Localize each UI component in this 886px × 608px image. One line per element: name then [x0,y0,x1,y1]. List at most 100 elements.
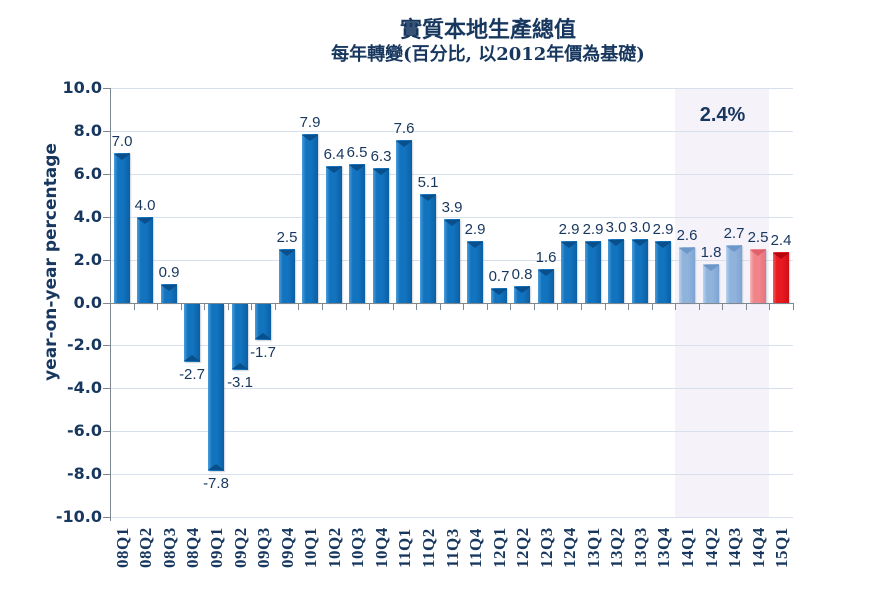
bar-value-label-09Q4: 2.5 [276,229,298,246]
y-tick-label: 0.0 [73,293,102,312]
x-label-12Q2: 12Q2 [513,527,532,568]
x-axis-tick [746,304,747,310]
y-axis-tick [103,88,110,89]
x-label-08Q3: 08Q3 [160,527,179,568]
gridline [110,431,793,432]
bar-top-notch [208,464,224,470]
bar-value-label-12Q3: 1.6 [535,249,557,266]
bar-top-notch [561,242,577,248]
x-axis-tick [204,304,205,310]
x-label-13Q1: 13Q1 [584,527,603,568]
y-axis-tick [103,217,110,218]
bar-top-notch [279,250,295,256]
bar-top-notch [750,250,766,256]
y-axis-tick [103,260,110,261]
x-axis-tick [416,304,417,310]
y-tick-label: 2.0 [73,250,102,269]
bar-top-notch [161,285,177,291]
bar-value-label-08Q3: 0.9 [158,264,180,281]
y-tick-label: -8.0 [67,464,102,483]
bar-top-notch [302,135,318,141]
x-label-09Q2: 09Q2 [231,527,250,568]
x-axis-tick [769,304,770,310]
bar-top-notch [255,333,271,339]
bar-top-notch [114,154,130,160]
bar-top-notch [420,195,436,201]
latest-value-annotation: 2.4% [699,104,746,126]
x-axis-tick [722,304,723,310]
y-tick-label: -4.0 [67,378,102,397]
bar-value-label-12Q4: 2.9 [558,221,580,238]
bar-10Q4 [373,168,389,303]
bar-value-label-13Q2: 3.0 [605,219,627,236]
y-axis-tick [103,388,110,389]
chart-title: 實質本地生產總值 [399,17,576,43]
x-label-11Q4: 11Q4 [466,528,485,568]
bar-14Q3 [726,245,742,303]
bar-09Q3 [255,304,271,340]
x-axis-tick [393,304,394,310]
x-axis-tick [699,304,700,310]
bar-08Q1 [114,153,130,303]
bar-11Q2 [420,194,436,303]
x-label-08Q4: 08Q4 [183,527,202,568]
bar-value-label-13Q4: 2.9 [652,221,674,238]
x-axis-tick [346,304,347,310]
bar-value-label-10Q4: 6.3 [370,148,392,165]
bar-value-label-13Q1: 2.9 [582,221,604,238]
y-tick-label: -10.0 [55,507,102,526]
bar-top-notch [467,242,483,248]
x-axis-tick [181,304,182,310]
bar-12Q1 [491,288,507,303]
x-label-12Q3: 12Q3 [537,527,556,568]
bar-value-label-14Q4: 2.5 [747,229,769,246]
bar-14Q2 [703,264,719,303]
bar-14Q1 [679,247,695,303]
x-axis-tick [534,304,535,310]
bar-15Q1 [773,252,789,303]
x-label-14Q2: 14Q2 [702,527,721,568]
x-label-08Q2: 08Q2 [136,527,155,568]
y-tick-label: 10.0 [62,78,102,97]
x-label-09Q3: 09Q3 [254,527,273,568]
bar-top-notch [232,363,248,369]
x-axis-tick [110,304,111,310]
x-label-11Q1: 11Q1 [395,528,414,568]
bar-value-label-14Q2: 1.8 [700,244,722,261]
bar-top-notch [703,265,719,271]
bar-value-label-10Q1: 7.9 [299,114,321,131]
bar-12Q4 [561,241,577,303]
bar-value-label-11Q2: 5.1 [417,174,439,191]
x-label-09Q1: 09Q1 [207,527,226,568]
y-tick-label: 8.0 [73,121,102,140]
x-axis-tick [557,304,558,310]
x-label-11Q3: 11Q3 [443,528,462,568]
bar-value-label-14Q3: 2.7 [723,225,745,242]
x-axis-tick [298,304,299,310]
bar-value-label-08Q1: 7.0 [111,133,133,150]
x-axis-tick [440,304,441,310]
bar-11Q3 [444,219,460,303]
bar-value-label-09Q2: -3.1 [227,374,253,391]
x-axis-tick [322,304,323,310]
bar-value-label-10Q2: 6.4 [323,146,345,163]
y-tick-label: -2.0 [67,335,102,354]
bar-10Q1 [302,134,318,303]
bar-top-notch [184,355,200,361]
x-label-14Q4: 14Q4 [749,527,768,568]
gridline [110,474,793,475]
bar-value-label-13Q3: 3.0 [629,219,651,236]
bar-13Q2 [608,239,624,303]
x-axis-tick [675,304,676,310]
y-tick-label: 4.0 [73,207,102,226]
bar-top-notch [538,270,554,276]
bar-top-notch [655,242,671,248]
bar-12Q3 [538,269,554,303]
x-label-13Q2: 13Q2 [607,527,626,568]
x-label-12Q4: 12Q4 [560,527,579,568]
bar-top-notch [444,220,460,226]
gridline [110,345,793,346]
bar-11Q4 [467,241,483,303]
y-tick-label: -6.0 [67,421,102,440]
gridline [110,388,793,389]
